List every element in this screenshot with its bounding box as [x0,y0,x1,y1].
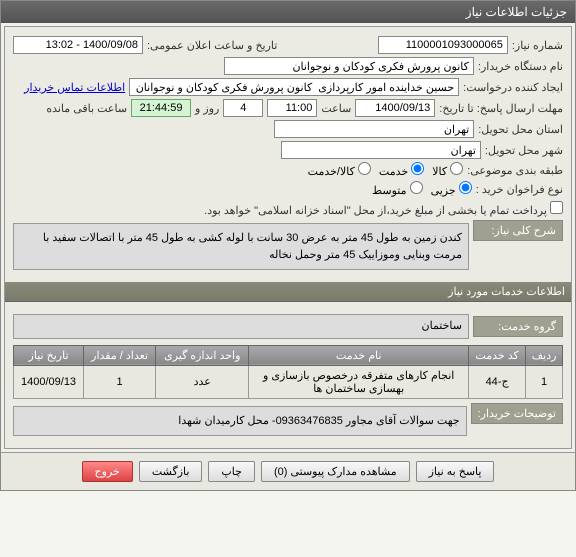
category-radio-group: کالا خدمت کالا/خدمت [308,162,464,178]
cell-row: 1 [526,365,563,398]
payment-note-option[interactable]: پرداخت تمام یا بخشی از مبلغ خرید،از محل … [204,201,563,217]
main-desc-label: شرح کلی نیاز: [473,220,563,241]
col-qty: تعداد / مقدار [84,345,156,365]
delivery-prov-field [274,120,474,138]
col-unit: واحد اندازه گیری [156,345,249,365]
deadline-time-field [267,99,317,117]
cell-date: 1400/09/13 [14,365,84,398]
delivery-prov-label: استان محل تحویل: [478,123,563,136]
cat-service-option[interactable]: خدمت [379,162,424,178]
cell-qty: 1 [84,365,156,398]
purchase-type-label: نوع فراخوان خرید : [476,183,563,196]
purchase-type-radio-group: جزیی متوسط [372,181,472,197]
days-remaining-field [223,99,263,117]
creator-field [129,78,459,96]
creator-label: ایجاد کننده درخواست: [463,81,563,94]
payment-note-checkbox[interactable] [550,201,563,214]
countdown-field [131,99,191,117]
button-bar: پاسخ به نیاز مشاهده مدارک پیوستی (0) چاپ… [1,452,575,490]
table-row[interactable]: 1ج-44انجام کارهای متفرقه درخصوص بازسازی … [14,365,563,398]
main-window: جزئیات اطلاعات نیاز شماره نیاز: تاریخ و … [0,0,576,491]
back-button[interactable]: بازگشت [139,461,203,482]
col-name: نام خدمت [249,345,469,365]
req-no-field [378,36,508,54]
group-value: ساختمان [13,314,469,339]
buyer-org-field [224,57,474,75]
days-label: روز و [195,102,219,115]
deadline-date-field [355,99,435,117]
table-header-row: ردیف کد خدمت نام خدمت واحد اندازه گیری ت… [14,345,563,365]
time-label-1: ساعت [321,102,351,115]
buyer-notes-value: جهت سوالات آقای مجاور 09363476835- محل ک… [13,406,467,437]
print-button[interactable]: چاپ [208,461,255,482]
cat-both-radio[interactable] [358,162,371,175]
announce-field [13,36,143,54]
cat-goods-option[interactable]: کالا [432,162,463,178]
cell-name: انجام کارهای متفرقه درخصوص بازسازی و بهس… [249,365,469,398]
category-label: طبقه بندی موضوعی: [467,164,563,177]
pt-medium-option[interactable]: متوسط [372,181,423,197]
pt-partial-option[interactable]: جزیی [431,181,472,197]
exit-button[interactable]: خروج [82,461,133,482]
col-row: ردیف [526,345,563,365]
req-no-label: شماره نیاز: [512,39,563,52]
cell-code: ج-44 [468,365,525,398]
pt-partial-radio[interactable] [459,181,472,194]
group-label: گروه خدمت: [473,316,563,337]
contact-link[interactable]: اطلاعات تماس خریدار [24,81,125,94]
cat-service-radio[interactable] [411,162,424,175]
services-table: ردیف کد خدمت نام خدمت واحد اندازه گیری ت… [13,345,563,399]
delivery-city-field [281,141,481,159]
reply-button[interactable]: پاسخ به نیاز [416,461,495,482]
announce-label: تاریخ و ساعت اعلان عمومی: [147,39,277,52]
deadline-label: مهلت ارسال پاسخ: تا تاریخ: [439,102,563,115]
col-code: کد خدمت [468,345,525,365]
request-info-panel: شماره نیاز: تاریخ و ساعت اعلان عمومی: نا… [4,26,572,449]
buyer-org-label: نام دستگاه خریدار: [478,60,563,73]
window-title-bar: جزئیات اطلاعات نیاز [1,1,575,23]
cat-goods-radio[interactable] [450,162,463,175]
cat-both-option[interactable]: کالا/خدمت [308,162,371,178]
attachments-button[interactable]: مشاهده مدارک پیوستی (0) [261,461,410,482]
cell-unit: عدد [156,365,249,398]
pt-medium-radio[interactable] [410,181,423,194]
delivery-city-label: شهر محل تحویل: [485,144,563,157]
services-header: اطلاعات خدمات مورد نیاز [5,282,571,302]
countdown-label: ساعت باقی مانده [46,102,127,115]
window-title: جزئیات اطلاعات نیاز [466,5,567,19]
col-date: تاریخ نیاز [14,345,84,365]
main-desc-box: کندن زمین به طول 45 متر به عرض 30 سانت ب… [13,223,469,270]
buyer-notes-label: توضیحات خریدار: [471,403,563,424]
